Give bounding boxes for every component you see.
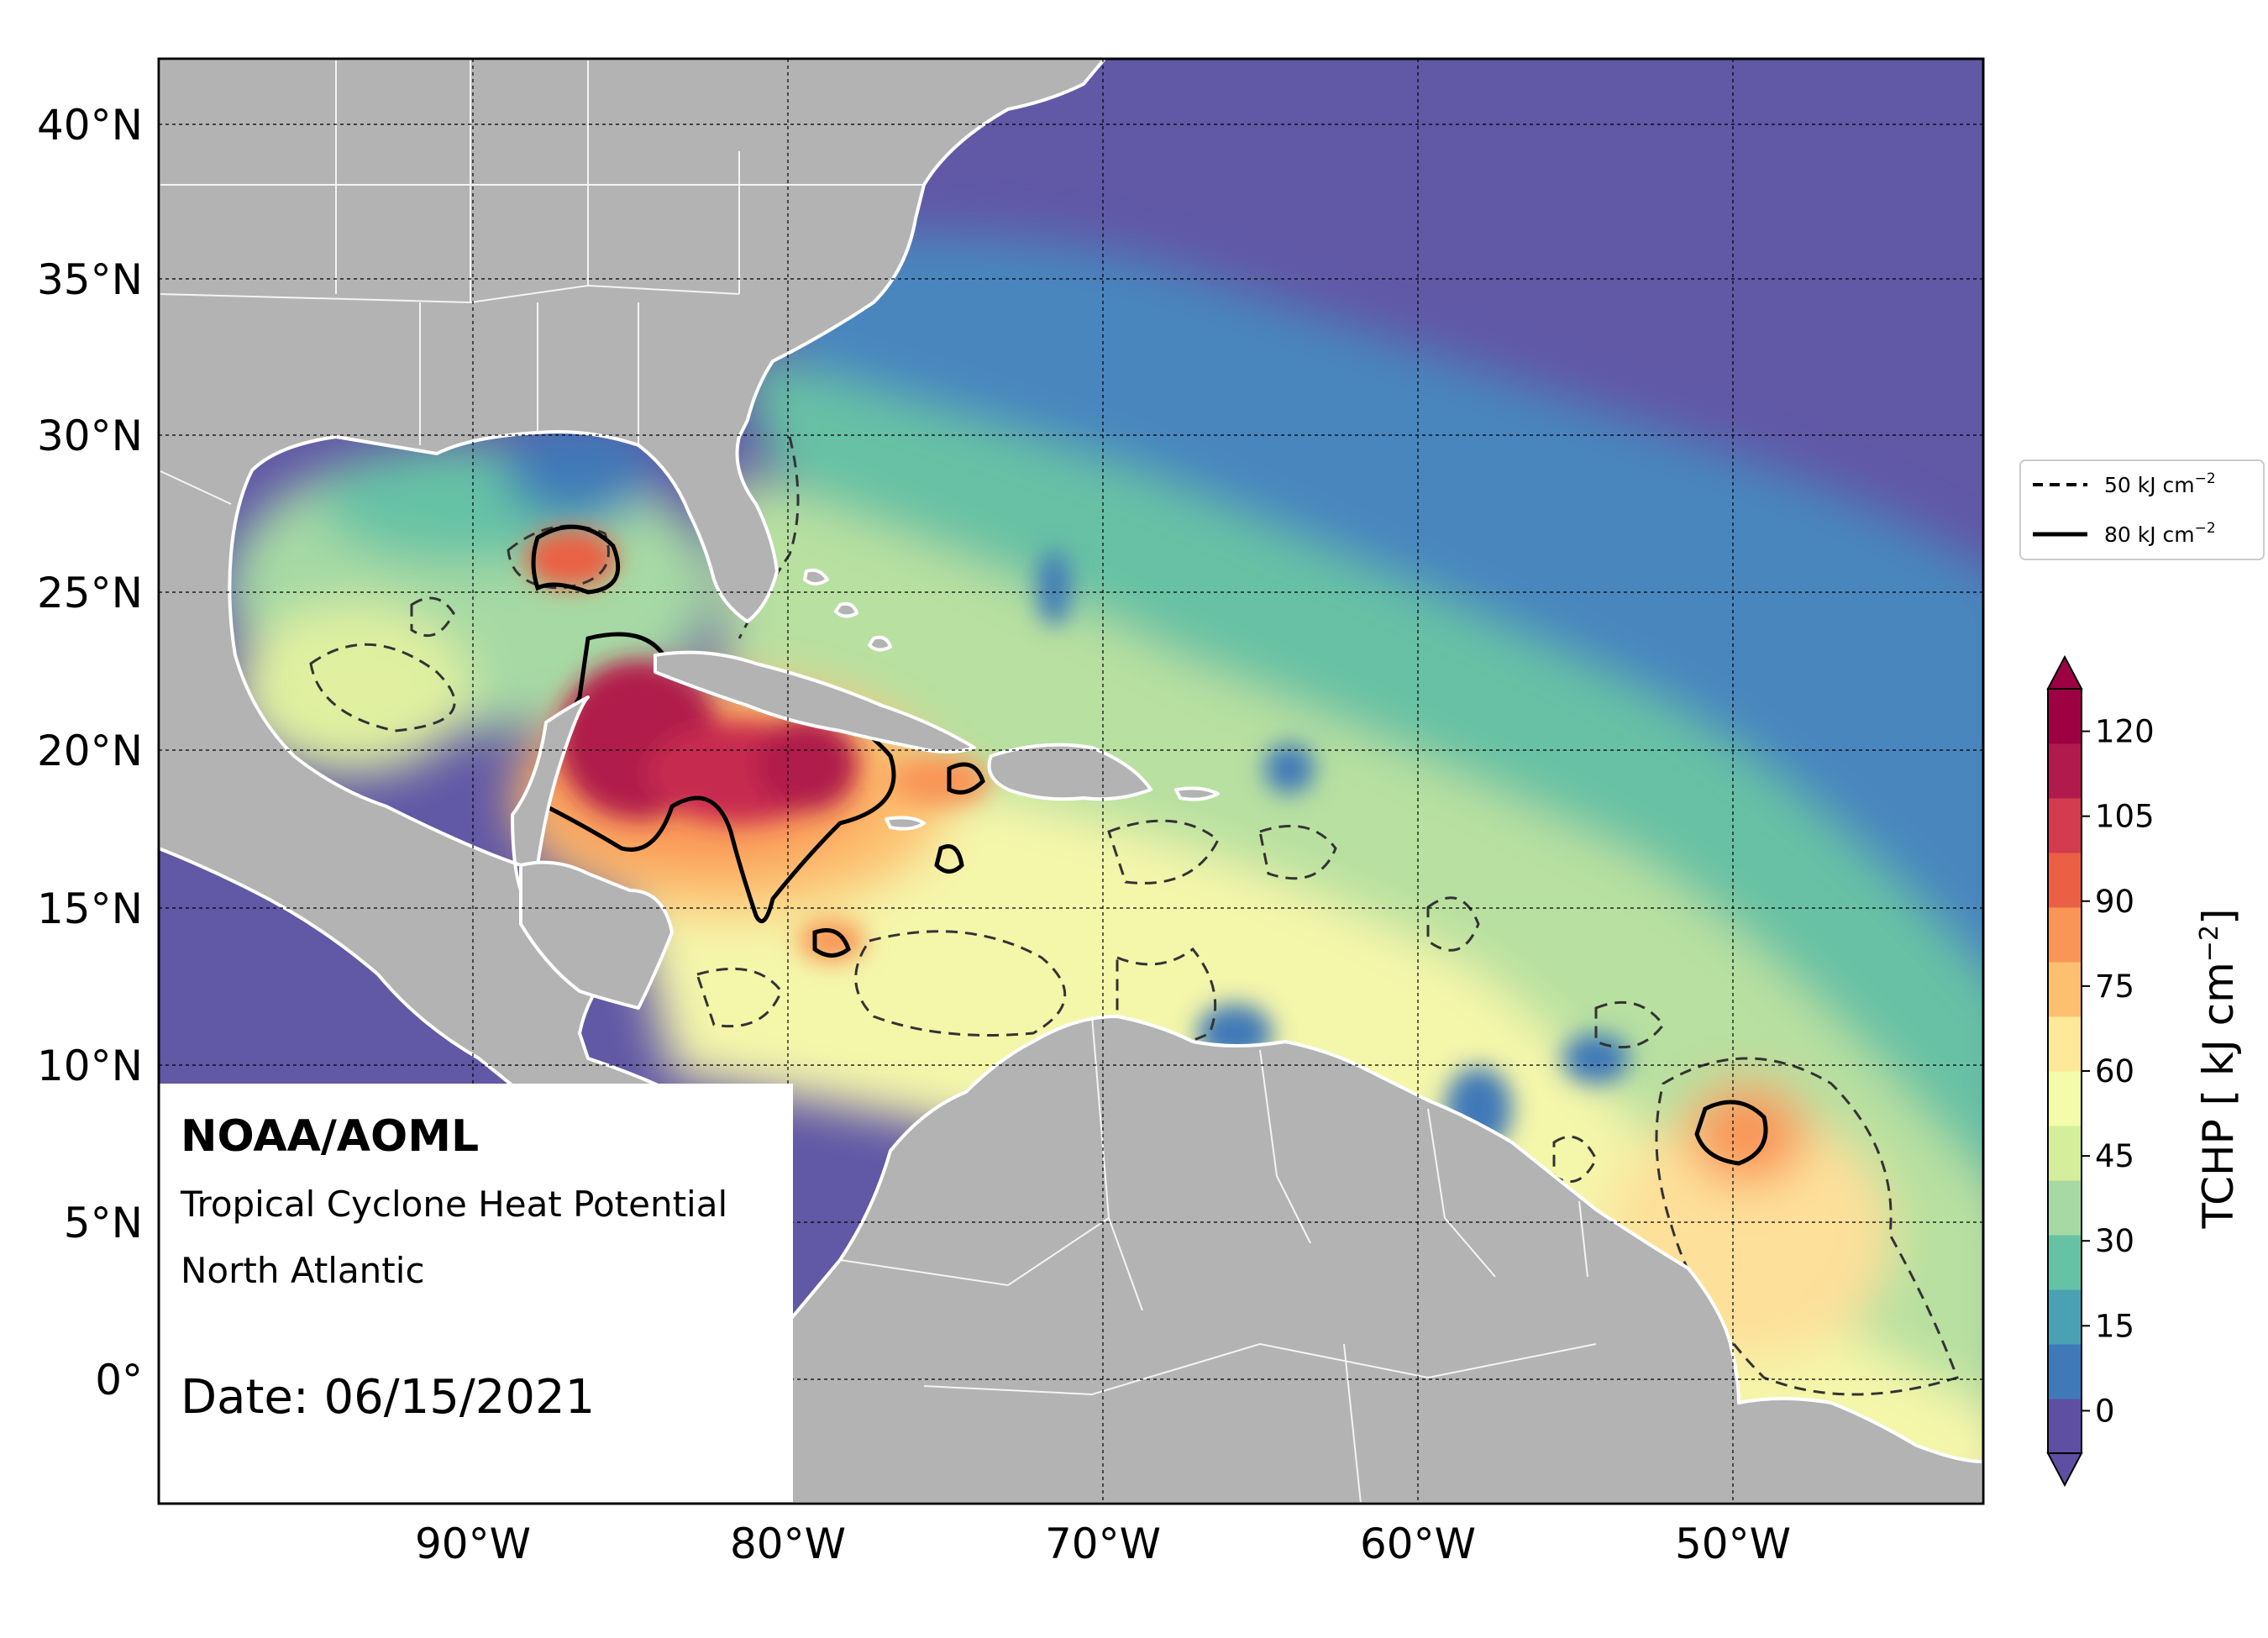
colorbar-segment — [2048, 1289, 2082, 1345]
colorbar-segment — [2048, 962, 2082, 1017]
colorbar — [2046, 654, 2083, 1488]
lon-label: 70°W — [1045, 1520, 1161, 1568]
colorbar-segment — [2048, 1235, 2082, 1290]
region-title: North Atlantic — [181, 1250, 425, 1291]
colorbar-segment — [2048, 1071, 2082, 1126]
colorbar-tick-label: 90 — [2095, 884, 2134, 920]
lat-label: 20°N — [37, 727, 143, 775]
colorbar-segment — [2048, 853, 2082, 908]
colorbar-tick-label: 30 — [2095, 1223, 2134, 1259]
lon-label: 90°W — [415, 1520, 531, 1568]
lat-label: 40°N — [37, 101, 143, 150]
colorbar-tick-label: 15 — [2095, 1308, 2134, 1344]
longitude-labels: 90°W 80°W 70°W 60°W 50°W — [415, 1520, 1791, 1568]
land-masses — [159, 59, 1983, 1504]
lon-label: 60°W — [1360, 1520, 1476, 1568]
lat-label: 35°N — [37, 255, 143, 304]
title-box — [159, 1084, 793, 1504]
colorbar-segment — [2048, 798, 2082, 853]
lat-label: 10°N — [37, 1042, 143, 1090]
product-title: Tropical Cyclone Heat Potential — [180, 1184, 727, 1225]
colorbar-segment — [2048, 1180, 2082, 1236]
latitude-labels: 40°N 35°N 30°N 25°N 20°N 15°N 10°N 5°N 0… — [37, 101, 143, 1404]
date-label: Date: 06/15/2021 — [181, 1370, 595, 1425]
colorbar-tick-label: 0 — [2095, 1393, 2115, 1429]
colorbar-segment — [2048, 1399, 2082, 1454]
lat-label: 0° — [95, 1356, 143, 1404]
colorbar-tick-label: 75 — [2095, 969, 2134, 1005]
south-america-land — [754, 1015, 1983, 1504]
map-panel — [159, 59, 1983, 1504]
colorbar-segment — [2048, 1016, 2082, 1072]
jamaica-land — [885, 816, 926, 831]
colorbar-segment — [2048, 907, 2082, 963]
contour-50-dashed — [309, 436, 1959, 1396]
lon-label: 50°W — [1675, 1520, 1791, 1568]
legend-solid-label: 80 kJ cm−2 — [2104, 520, 2216, 547]
colorbar-ticks: 0 15 30 45 60 75 90 105 120 — [2082, 714, 2155, 1429]
cuba-land — [654, 650, 976, 753]
lon-label: 80°W — [730, 1520, 846, 1568]
lat-label: 30°N — [37, 412, 143, 460]
colorbar-segment — [2048, 1344, 2082, 1399]
hispaniola-land — [987, 743, 1152, 801]
colorbar-extend-max — [2046, 654, 2083, 690]
colorbar-tick-label: 105 — [2095, 799, 2155, 835]
central-america-land — [519, 860, 674, 1010]
colorbar-tick-label: 60 — [2095, 1053, 2134, 1089]
colorbar-segment — [2048, 689, 2082, 744]
political-borders — [159, 59, 1597, 1504]
map-frame — [157, 57, 1985, 1505]
lat-label: 25°N — [37, 569, 143, 617]
colorbar-tick-label: 45 — [2095, 1138, 2134, 1174]
colorbar-segment — [2048, 743, 2082, 799]
legend-dashed-label: 50 kJ cm−2 — [2104, 470, 2216, 497]
lat-label: 15°N — [37, 885, 143, 933]
puerto-rico-land — [1174, 786, 1220, 801]
org-title: NOAA/AOML — [181, 1111, 479, 1162]
colorbar-segment — [2048, 1126, 2082, 1181]
colorbar-extend-min — [2046, 1452, 2083, 1488]
colorbar-tick-label: 120 — [2095, 714, 2155, 750]
lat-label: 5°N — [64, 1199, 143, 1247]
colorbar-label: TCHP [ kJ cm−2] — [2194, 908, 2243, 1229]
contour-legend: 50 kJ cm−2 80 kJ cm−2 — [2019, 459, 2265, 560]
